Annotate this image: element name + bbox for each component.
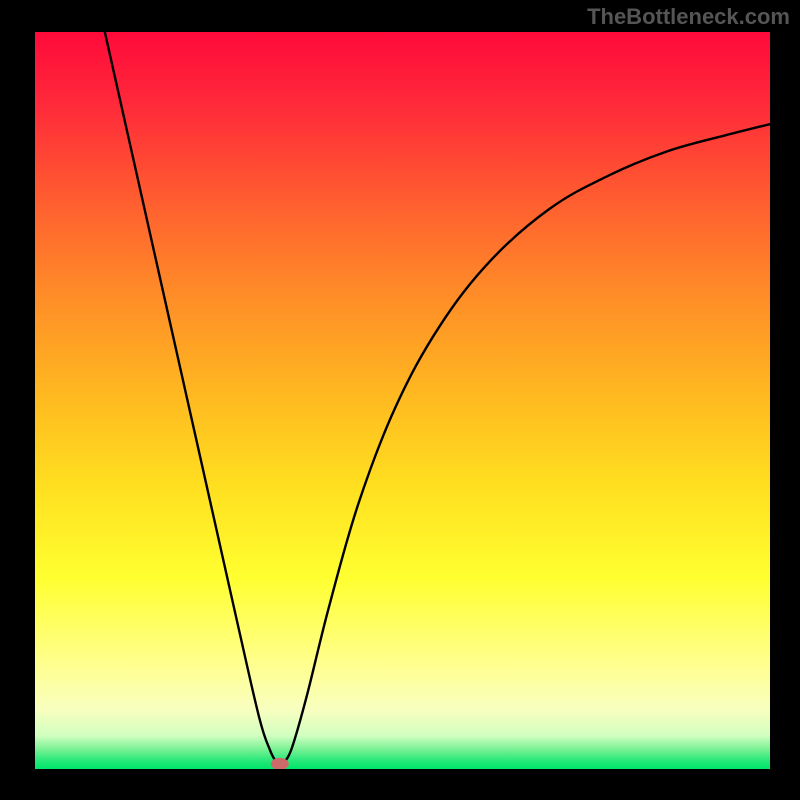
minimum-marker (271, 758, 289, 770)
chart-container: TheBottleneck.com (0, 0, 800, 800)
watermark-text: TheBottleneck.com (587, 4, 790, 30)
bottleneck-chart (0, 0, 800, 800)
plot-background (35, 32, 770, 769)
